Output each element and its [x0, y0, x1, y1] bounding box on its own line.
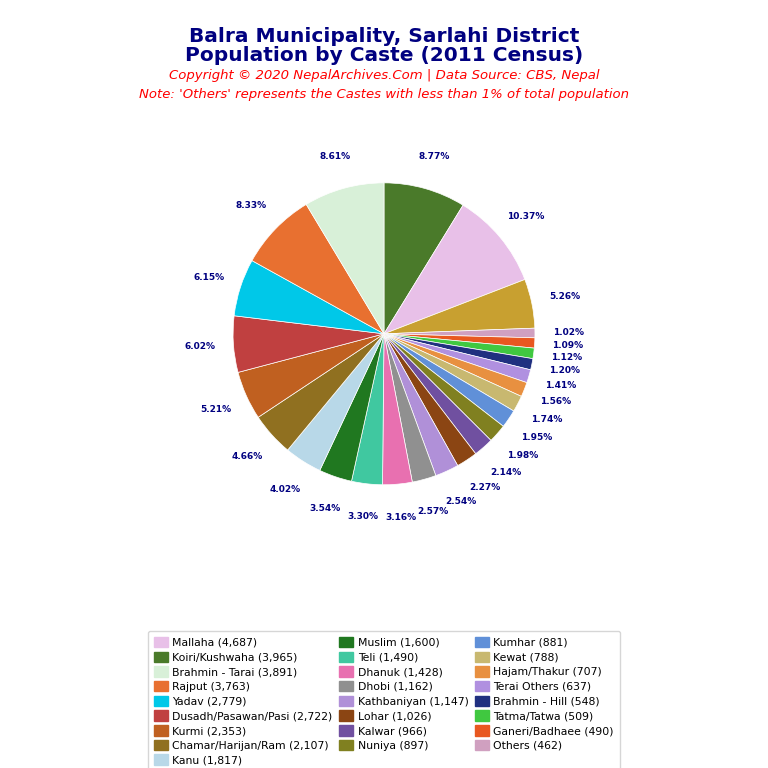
Wedge shape	[382, 334, 412, 485]
Text: 1.95%: 1.95%	[521, 433, 552, 442]
Wedge shape	[384, 334, 435, 482]
Text: 8.61%: 8.61%	[319, 152, 350, 161]
Wedge shape	[384, 334, 535, 348]
Legend: Mallaha (4,687), Koiri/Kushwaha (3,965), Brahmin - Tarai (3,891), Rajput (3,763): Mallaha (4,687), Koiri/Kushwaha (3,965),…	[147, 631, 621, 768]
Wedge shape	[384, 334, 458, 475]
Wedge shape	[384, 334, 535, 359]
Wedge shape	[319, 334, 384, 482]
Wedge shape	[384, 334, 521, 411]
Wedge shape	[384, 183, 463, 334]
Text: Population by Caste (2011 Census): Population by Caste (2011 Census)	[185, 46, 583, 65]
Text: Copyright © 2020 NepalArchives.Com | Data Source: CBS, Nepal: Copyright © 2020 NepalArchives.Com | Dat…	[169, 69, 599, 82]
Text: 3.54%: 3.54%	[309, 504, 340, 512]
Text: 4.02%: 4.02%	[270, 485, 301, 494]
Wedge shape	[306, 183, 384, 334]
Text: Note: 'Others' represents the Castes with less than 1% of total population: Note: 'Others' represents the Castes wit…	[139, 88, 629, 101]
Text: 1.98%: 1.98%	[507, 451, 538, 460]
Text: 1.41%: 1.41%	[545, 381, 576, 390]
Text: 3.30%: 3.30%	[348, 512, 379, 521]
Wedge shape	[233, 316, 384, 372]
Text: 1.74%: 1.74%	[531, 415, 563, 424]
Text: 1.20%: 1.20%	[549, 366, 580, 376]
Text: 5.26%: 5.26%	[549, 292, 580, 301]
Text: 2.54%: 2.54%	[445, 497, 476, 505]
Text: 4.66%: 4.66%	[231, 452, 263, 462]
Wedge shape	[352, 334, 384, 485]
Text: 1.12%: 1.12%	[551, 353, 582, 362]
Text: 2.27%: 2.27%	[469, 483, 501, 492]
Text: 10.37%: 10.37%	[507, 211, 545, 220]
Text: Balra Municipality, Sarlahi District: Balra Municipality, Sarlahi District	[189, 27, 579, 46]
Wedge shape	[238, 334, 384, 417]
Wedge shape	[384, 334, 533, 370]
Text: 1.56%: 1.56%	[540, 397, 571, 406]
Wedge shape	[384, 334, 503, 440]
Wedge shape	[384, 334, 514, 426]
Text: 6.02%: 6.02%	[185, 342, 216, 351]
Text: 2.57%: 2.57%	[418, 507, 449, 516]
Wedge shape	[258, 334, 384, 450]
Text: 8.33%: 8.33%	[236, 201, 267, 210]
Wedge shape	[384, 328, 535, 338]
Text: 1.09%: 1.09%	[552, 340, 584, 349]
Wedge shape	[384, 334, 527, 396]
Text: 6.15%: 6.15%	[194, 273, 224, 282]
Text: 8.77%: 8.77%	[419, 152, 450, 161]
Text: 1.02%: 1.02%	[553, 328, 584, 337]
Wedge shape	[234, 260, 384, 334]
Wedge shape	[252, 204, 384, 334]
Wedge shape	[288, 334, 384, 471]
Wedge shape	[384, 280, 535, 334]
Text: 3.16%: 3.16%	[385, 513, 416, 521]
Wedge shape	[384, 334, 475, 465]
Wedge shape	[384, 205, 525, 334]
Text: 5.21%: 5.21%	[200, 405, 232, 414]
Wedge shape	[384, 334, 491, 454]
Text: 2.14%: 2.14%	[490, 468, 521, 477]
Wedge shape	[384, 334, 531, 382]
